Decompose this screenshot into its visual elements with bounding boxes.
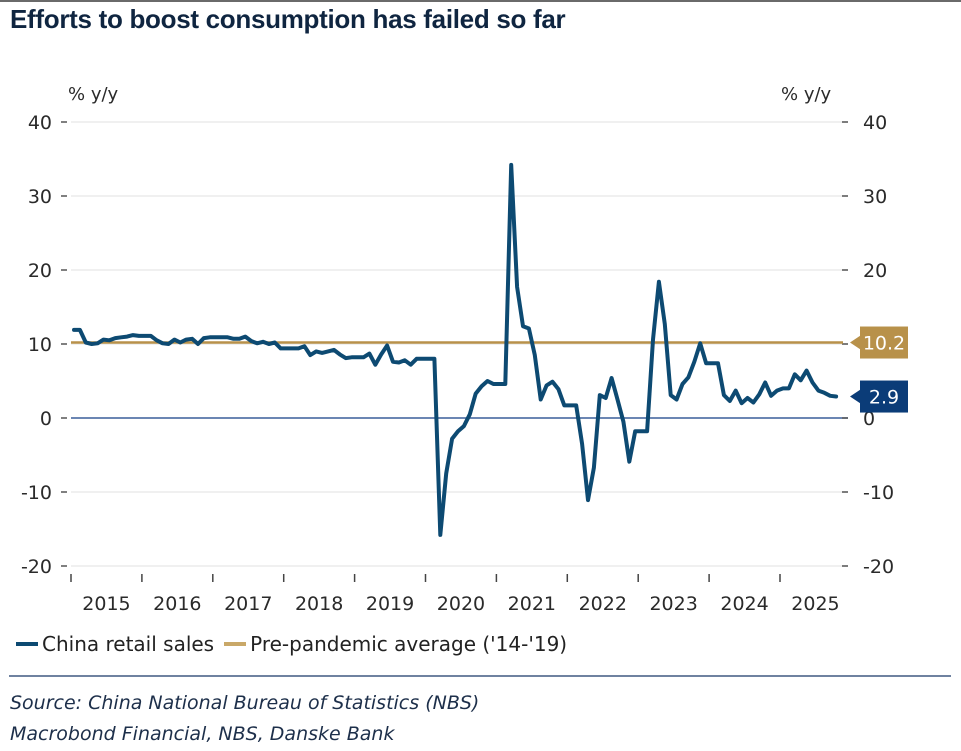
legend: China retail sales Pre-pandemic average … xyxy=(16,632,577,656)
legend-swatch-average xyxy=(224,642,247,646)
retail-sales-line xyxy=(72,162,839,537)
legend-item-average: Pre-pandemic average ('14-'19) xyxy=(224,632,567,656)
x-tick-label: 2020 xyxy=(437,593,485,615)
x-tick-label: 2016 xyxy=(153,593,201,615)
y-tick-label-left: -20 xyxy=(21,556,52,578)
separator xyxy=(9,675,951,677)
average-end-label-pointer xyxy=(850,334,862,351)
y-tick-label-left: 0 xyxy=(40,408,52,430)
retail-sales-end-label-text: 2.9 xyxy=(869,387,899,409)
x-tick-label: 2022 xyxy=(579,593,627,615)
y-axis-label-left: % y/y xyxy=(68,84,119,105)
x-axis: 2015 2016 2017 2018 2019 2020 2021 2022 2023 2024… xyxy=(70,574,840,615)
end-labels: 10.2 2.9 xyxy=(850,326,908,413)
average-end-label-box xyxy=(860,326,908,359)
y-tick-label-left: 20 xyxy=(28,260,52,282)
y-axis-left: 40 30 20 10 0 -10 -20 xyxy=(21,112,67,578)
y-tick-label-left: 10 xyxy=(28,334,52,356)
y-tick-label-left: 40 xyxy=(28,112,52,134)
line-chart: 40 30 20 10 0 -10 -20 40 30 20 10 0 -10 -20 2015 2016… xyxy=(21,84,908,615)
x-tick-label: 2025 xyxy=(791,593,839,615)
x-tick-label: 2024 xyxy=(720,593,768,615)
y-tick-label-left: 30 xyxy=(28,186,52,208)
y-tick-label-right: 20 xyxy=(863,260,887,282)
y-tick-label-left: -10 xyxy=(21,482,52,504)
average-end-label-text: 10.2 xyxy=(863,333,905,355)
x-tick-label: 2017 xyxy=(224,593,272,615)
series-group xyxy=(71,162,843,537)
x-tick-label: 2018 xyxy=(295,593,343,615)
x-tick-label: 2015 xyxy=(82,593,130,615)
y-tick-label-right: -20 xyxy=(863,556,894,578)
x-tick-label: 2023 xyxy=(649,593,697,615)
legend-swatch-retail-sales xyxy=(16,642,38,646)
y-tick-label-right: 0 xyxy=(863,408,875,430)
source-line-1: Source: China National Bureau of Statist… xyxy=(10,692,480,714)
legend-label-retail-sales: China retail sales xyxy=(42,632,215,656)
x-tick-label: 2021 xyxy=(508,593,556,615)
y-tick-label-right: 40 xyxy=(863,112,887,134)
gridlines xyxy=(71,121,848,567)
source-line-2: Macrobond Financial, NBS, Danske Bank xyxy=(10,723,395,745)
y-tick-label-right: -10 xyxy=(863,482,894,504)
y-tick-label-right: 30 xyxy=(863,186,887,208)
y-axis-label-right: % y/y xyxy=(781,84,832,105)
top-border xyxy=(0,0,961,2)
source-note: Source: China National Bureau of Statist… xyxy=(10,688,479,750)
x-tick-label: 2019 xyxy=(366,593,414,615)
legend-label-average: Pre-pandemic average ('14-'19) xyxy=(250,632,568,656)
retail-sales-end-label-pointer xyxy=(850,388,862,405)
retail-sales-end-label-box xyxy=(860,380,908,413)
chart-title: Efforts to boost consumption has failed … xyxy=(10,4,566,34)
legend-item-retail-sales: China retail sales xyxy=(16,632,214,656)
